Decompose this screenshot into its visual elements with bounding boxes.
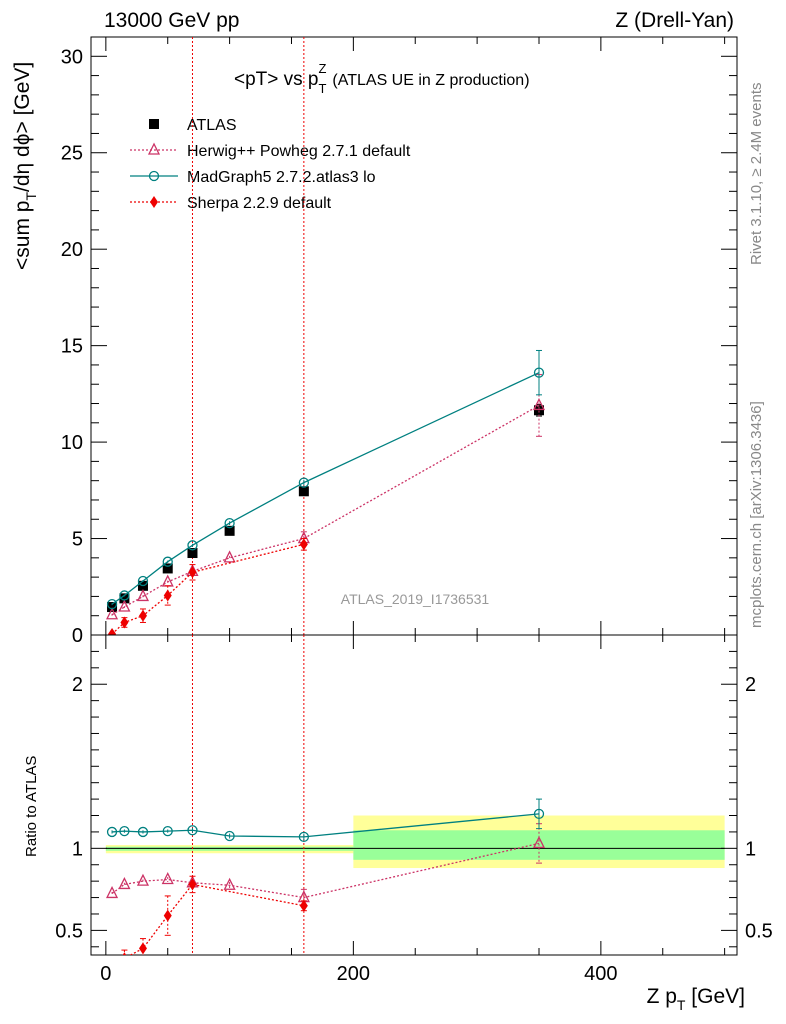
data-point: [136, 873, 150, 886]
data-point: [108, 1000, 116, 1012]
data-point: [138, 609, 147, 622]
x-axis-label: Z pT [GeV]: [647, 985, 745, 1013]
series-line: [111, 372, 540, 605]
data-point: [122, 952, 127, 955]
data-point: [187, 540, 198, 551]
data-point: [299, 538, 308, 551]
data-point: [119, 825, 130, 837]
data-point: [533, 808, 545, 820]
data-point: [162, 556, 173, 567]
data-point: [298, 477, 310, 488]
x-tick-label: 200: [337, 963, 370, 985]
y-tick-label: 15: [61, 336, 83, 358]
legend-label: MadGraph5 2.7.2.atlas3 lo: [187, 169, 376, 186]
data-point: [119, 590, 130, 601]
data-point: [223, 877, 236, 890]
data-point: [138, 942, 147, 955]
data-point: [298, 831, 310, 842]
data-point: [188, 878, 197, 891]
y-tick-label: 10: [61, 432, 83, 454]
data-point: [298, 486, 309, 497]
legend-marker: [147, 142, 161, 155]
data-point: [137, 575, 149, 587]
data-point: [118, 876, 131, 890]
data-point: [108, 628, 117, 635]
side-label-mcplots: mcplots.cern.ch [arXiv:1306.3436]: [748, 401, 765, 628]
data-point: [105, 886, 119, 899]
ratio-y-tick-label: 1: [72, 838, 83, 860]
data-point: [106, 598, 118, 610]
series-line: [129, 883, 304, 955]
header-left: 13000 GeV pp: [104, 9, 239, 32]
data-point: [532, 397, 546, 411]
side-label-rivet: Rivet 3.1.10, ≥ 2.4M events: [748, 83, 765, 266]
ratio-plot-area: [105, 635, 725, 1012]
legend-label: Sherpa 2.2.9 default: [187, 195, 332, 212]
data-point: [224, 525, 235, 536]
data-point: [105, 607, 119, 620]
data-point: [299, 899, 308, 912]
data-point: [187, 825, 198, 836]
x-tick-label: 400: [584, 963, 617, 985]
data-point: [533, 367, 545, 378]
data-point: [163, 909, 172, 922]
analysis-tag: ATLAS_2019_I1736531: [341, 591, 490, 607]
y-tick-label: 5: [72, 529, 83, 551]
data-point: [118, 599, 131, 612]
data-point: [107, 602, 118, 613]
data-point: [187, 548, 198, 559]
y-tick-label: 0: [72, 625, 83, 647]
data-point: [136, 588, 150, 602]
y-tick-label: 25: [61, 143, 83, 165]
x-tick-label: 0: [100, 963, 111, 985]
data-point: [224, 830, 235, 842]
data-point: [162, 563, 173, 574]
chart-title: <pT> vs pTZ(ATLAS UE in Z production): [234, 61, 530, 96]
data-point: [106, 826, 118, 838]
legend-marker: [150, 196, 158, 208]
data-point: [533, 405, 544, 416]
data-point: [163, 589, 172, 602]
series-line: [111, 813, 540, 838]
data-point: [188, 566, 197, 579]
ratio-frame: [90, 634, 738, 956]
main-plot-area: [105, 37, 546, 635]
data-point: [162, 825, 173, 837]
legend-marker: [148, 170, 160, 182]
y-tick-label: 30: [61, 46, 83, 68]
legend-label: ATLAS: [187, 117, 237, 134]
ratio-panel: 0.5 0.5 1 1 2 2 0 200 400: [55, 634, 773, 1012]
header-right: Z (Drell-Yan): [615, 9, 734, 32]
data-point: [223, 550, 236, 563]
ratio-y-axis-label: Ratio to ATLAS: [23, 756, 40, 857]
series-line: [111, 404, 540, 616]
ratio-y-tick-label-right: 2: [745, 674, 756, 696]
data-point: [161, 872, 174, 885]
data-point: [119, 593, 130, 604]
legend: ATLAS Herwig++ Powheg 2.7.1 default MadGra…: [130, 117, 411, 212]
ratio-y-tick-label: 0.5: [55, 920, 83, 942]
y-axis-label: <sum pT/dη dϕ> [GeV]: [11, 62, 39, 270]
main-panel: 0 5 10 15 20 25 30: [61, 36, 738, 647]
data-point: [532, 835, 546, 849]
data-point: [224, 517, 235, 529]
ratio-y-tick-label-right: 1: [745, 838, 756, 860]
legend-marker: [149, 119, 159, 129]
ratio-y-tick-label-right: 0.5: [745, 920, 773, 942]
legend-label: Herwig++ Powheg 2.7.1 default: [187, 143, 411, 160]
y-tick-label: 20: [61, 239, 83, 261]
ratio-y-tick-label: 2: [72, 674, 83, 696]
data-point: [120, 616, 129, 629]
series-line: [111, 543, 305, 635]
data-point: [137, 826, 149, 838]
